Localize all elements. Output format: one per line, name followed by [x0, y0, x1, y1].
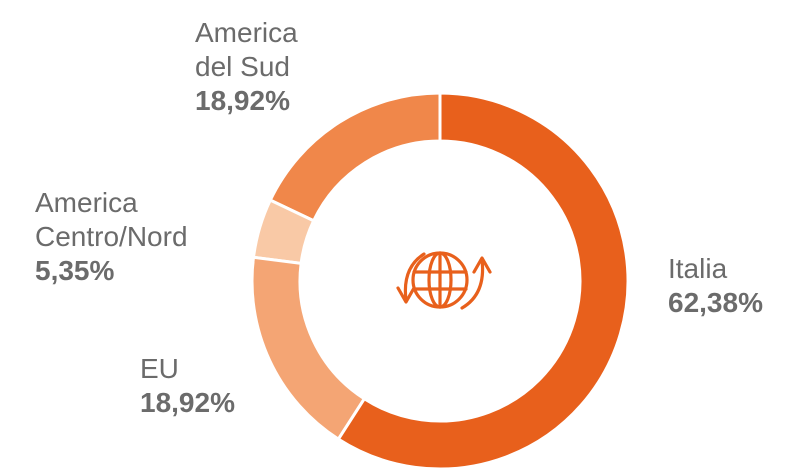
value-label: 18,92%: [140, 387, 235, 418]
donut-slice: [336, 91, 630, 470]
category-label: Italia: [668, 253, 728, 284]
donut-slice: [250, 255, 367, 442]
category-label: EU: [140, 353, 179, 384]
value-label: 62,38%: [668, 287, 763, 318]
donut-slice: [251, 198, 316, 266]
value-label: 5,35%: [35, 255, 115, 286]
slice-label: America del Sud 18,92%: [195, 16, 325, 118]
category-label: America del Sud: [195, 17, 298, 82]
slice-label: EU 18,92%: [140, 352, 235, 420]
slice-label: America Centro/Nord 5,35%: [35, 186, 235, 288]
category-label: America Centro/Nord: [35, 187, 188, 252]
value-label: 18,92%: [195, 85, 290, 116]
slice-label: Italia 62,38%: [668, 252, 763, 320]
globe-icon: [396, 251, 492, 310]
